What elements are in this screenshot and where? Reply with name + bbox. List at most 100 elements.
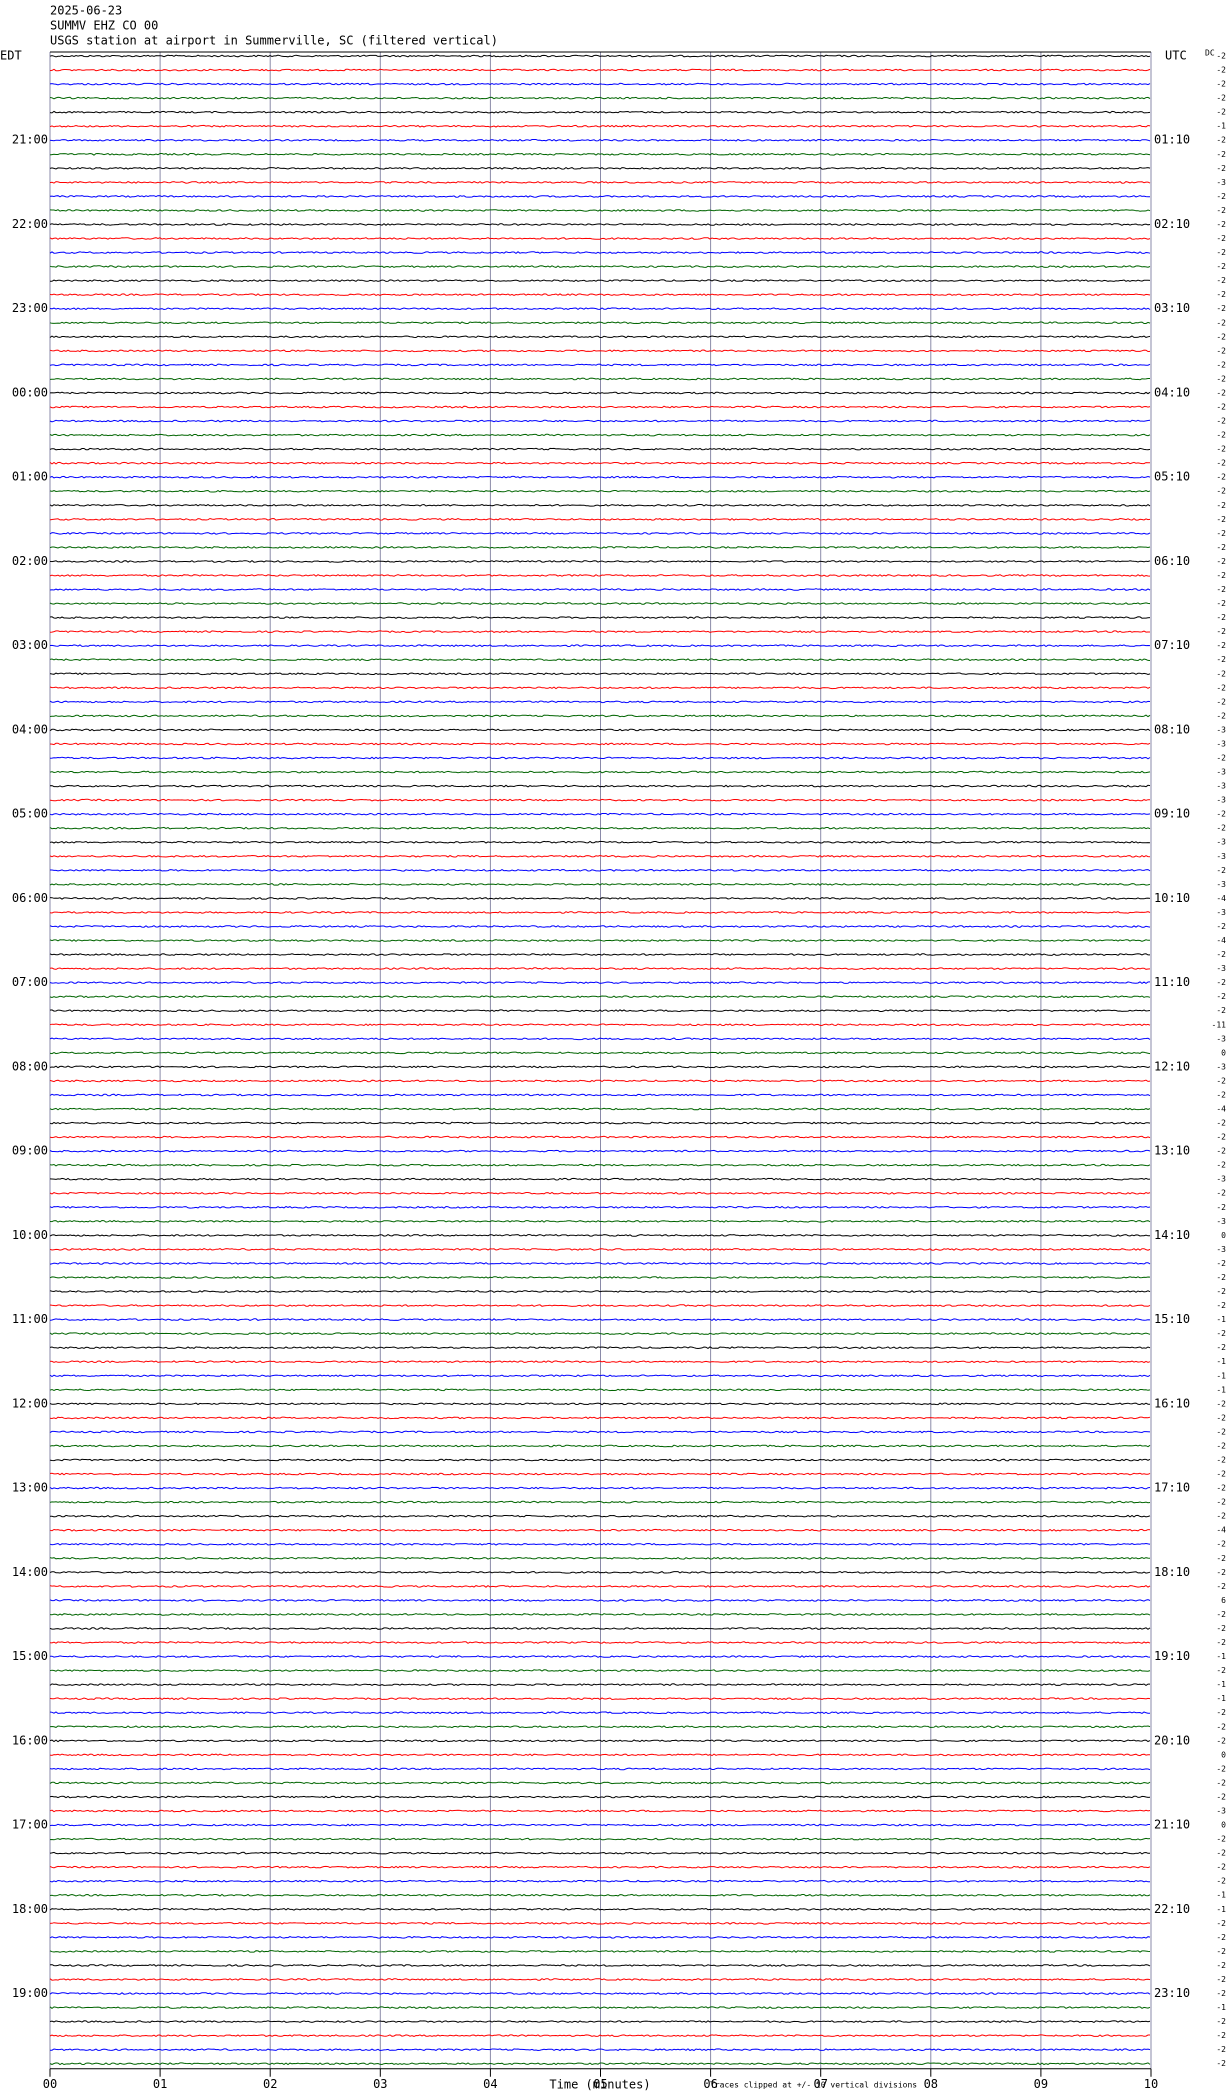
- dc-offset: -2: [1216, 1456, 1226, 1465]
- dc-offset: -2: [1216, 683, 1226, 692]
- dc-offset: -2: [1216, 487, 1226, 496]
- x-tick-label: 07: [813, 2077, 827, 2091]
- left-time-label: 23:00: [12, 301, 48, 315]
- dc-offset: -2: [1216, 950, 1226, 959]
- x-tick-label: 08: [924, 2077, 938, 2091]
- x-axis-label: Time (minutes): [549, 2078, 650, 2092]
- trace: [49, 363, 1151, 367]
- trace: [49, 1935, 1151, 1939]
- dc-offset: -2: [1216, 1203, 1226, 1212]
- trace: [49, 1655, 1151, 1658]
- trace: [49, 1949, 1151, 1953]
- dc-offset: -2: [1216, 1961, 1226, 1970]
- dc-offset: -1: [1216, 1385, 1226, 1394]
- dc-offset: -2: [1216, 992, 1226, 1001]
- x-tick-label: 09: [1034, 2077, 1048, 2091]
- dc-offset: -2: [1216, 192, 1226, 201]
- trace: [49, 1205, 1151, 1209]
- dc-offset: -2: [1216, 571, 1226, 580]
- trace: [49, 265, 1151, 269]
- trace: [49, 658, 1151, 662]
- dc-offset: -2: [1216, 1441, 1226, 1450]
- trace: [49, 1248, 1151, 1251]
- trace: [49, 209, 1151, 212]
- dc-offset: -2: [1216, 1568, 1226, 1577]
- dc-offset: -3: [1216, 1807, 1226, 1816]
- trace: [49, 152, 1151, 156]
- dc-offset: -2: [1216, 52, 1226, 61]
- trace: [49, 138, 1151, 142]
- trace: [49, 953, 1150, 956]
- x-tick-label: 04: [483, 2077, 497, 2091]
- trace: [49, 433, 1151, 437]
- left-time-label: 14:00: [12, 1565, 48, 1579]
- dc-offset: -2: [1216, 1484, 1226, 1493]
- trace: [49, 1795, 1151, 1799]
- trace: [49, 1556, 1151, 1560]
- trace: [49, 1304, 1151, 1307]
- dc-offset: -2: [1216, 374, 1226, 383]
- dc-offset: -3: [1216, 1062, 1226, 1071]
- dc-offset: -4: [1216, 1526, 1226, 1535]
- dc-offset: -2: [1216, 1512, 1226, 1521]
- right-time-label: 10:10: [1154, 891, 1190, 905]
- dc-offset: -2: [1216, 1090, 1226, 1099]
- trace: [49, 2034, 1150, 2037]
- right-time-label: 23:10: [1154, 1986, 1190, 2000]
- dc-offset: -2: [1216, 1540, 1226, 1549]
- trace: [49, 1149, 1151, 1153]
- left-time-label: 04:00: [12, 722, 48, 736]
- dc-offset: -1: [1216, 1652, 1226, 1661]
- dc-offset: -2: [1216, 108, 1226, 117]
- right-time-label: 02:10: [1154, 217, 1190, 231]
- dc-offset: -4: [1216, 1105, 1226, 1114]
- trace: [50, 868, 1151, 872]
- x-tick-label: 05: [593, 2077, 607, 2091]
- dc-offset: -3: [1216, 178, 1226, 187]
- right-time-label: 15:10: [1154, 1312, 1190, 1326]
- trace: [49, 672, 1151, 676]
- dc-offset: -3: [1216, 725, 1226, 734]
- dc-offset: -2: [1216, 1989, 1226, 1998]
- trace: [49, 1360, 1151, 1364]
- trace: [49, 2062, 1151, 2066]
- dc-offset: -2: [1216, 1076, 1226, 1085]
- x-tick-label: 01: [153, 2077, 167, 2091]
- right-time-label: 07:10: [1154, 638, 1190, 652]
- trace: [49, 1262, 1151, 1265]
- dc-offset: -3: [1216, 880, 1226, 889]
- dc-offset: -2: [1216, 1708, 1226, 1717]
- right-time-label: 05:10: [1154, 470, 1190, 484]
- dc-offset: 0: [1221, 1231, 1226, 1240]
- dc-offset: -2: [1216, 697, 1226, 706]
- trace: [49, 812, 1151, 816]
- trace: [49, 54, 1151, 58]
- right-axis-label: UTC: [1165, 49, 1187, 63]
- dc-offset: -2: [1216, 810, 1226, 819]
- trace: [49, 1276, 1151, 1279]
- trace: [49, 1599, 1151, 1602]
- trace: [49, 419, 1151, 423]
- trace: [49, 1964, 1151, 1967]
- trace: [49, 377, 1150, 381]
- dc-offset: -2: [1216, 754, 1226, 763]
- trace: [49, 1219, 1151, 1223]
- trace: [49, 251, 1151, 255]
- right-time-label: 17:10: [1154, 1481, 1190, 1495]
- trace: [49, 1893, 1151, 1897]
- left-time-label: 19:00: [12, 1986, 48, 2000]
- dc-offset: -2: [1216, 2031, 1226, 2040]
- dc-offset: -3: [1216, 1034, 1226, 1043]
- dc-offset: 0: [1221, 1821, 1226, 1830]
- dc-offset: -1: [1216, 2003, 1226, 2012]
- dc-offset: -2: [1216, 655, 1226, 664]
- trace: [49, 2006, 1151, 2010]
- dc-offset: -2: [1216, 599, 1226, 608]
- trace: [49, 840, 1151, 844]
- dc-offset: -2: [1216, 866, 1226, 875]
- trace: [49, 1009, 1151, 1013]
- trace: [49, 475, 1151, 479]
- trace: [49, 798, 1151, 802]
- trace: [49, 545, 1151, 549]
- description: USGS station at airport in Summerville, …: [50, 34, 498, 48]
